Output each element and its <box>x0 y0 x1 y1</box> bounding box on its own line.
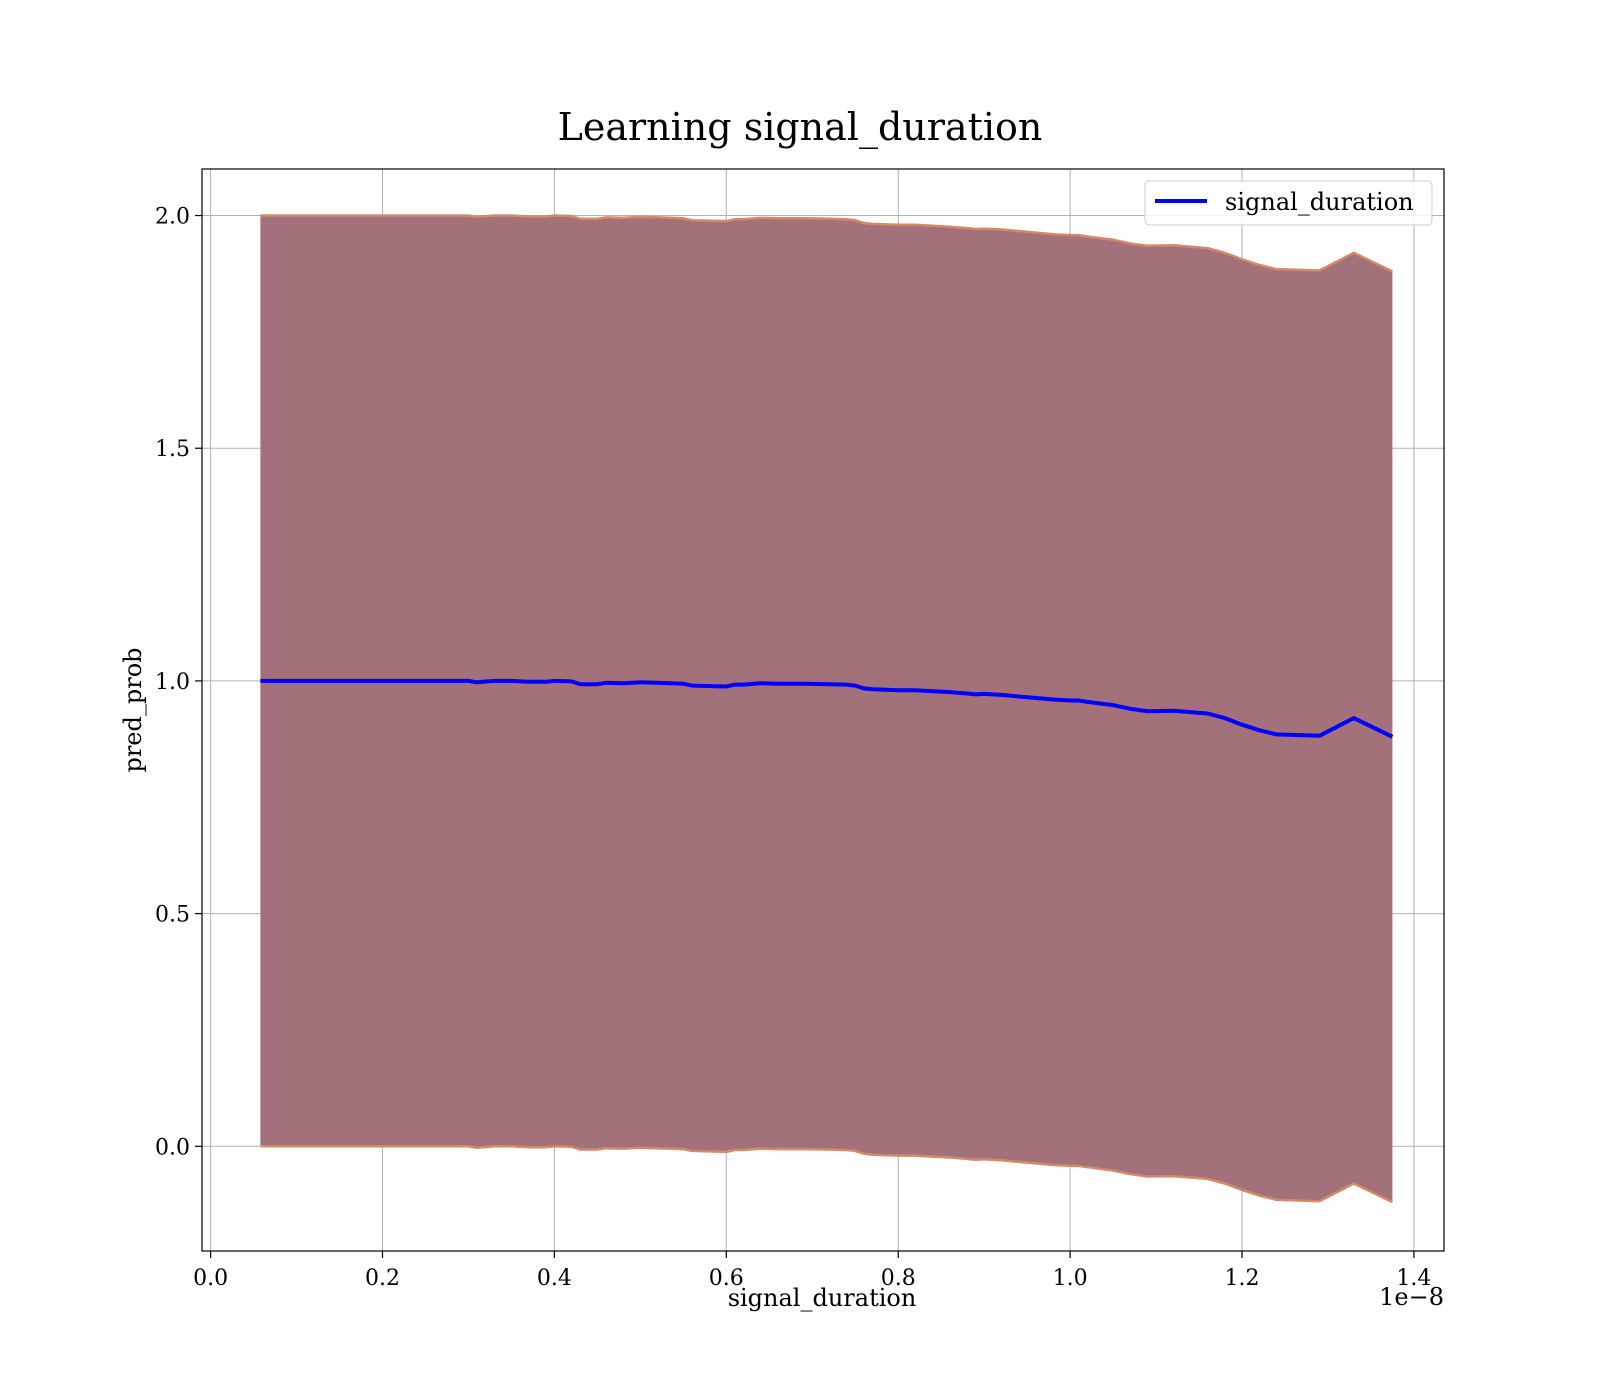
x-tick-label: 0.2 <box>365 1266 400 1291</box>
x-tick-label: 0.0 <box>193 1266 228 1291</box>
band-area <box>260 215 1393 1203</box>
y-tick-label: 0.0 <box>155 1135 190 1160</box>
x-tick-label: 0.8 <box>881 1266 916 1291</box>
series-line-signal_duration <box>260 678 1394 739</box>
y-tick-label: 2.0 <box>155 205 190 230</box>
x-tick-label: 0.4 <box>537 1266 572 1291</box>
y-tick-label: 1.0 <box>155 670 190 695</box>
y-tick-label: 0.5 <box>155 903 190 928</box>
legend-box <box>1144 180 1433 226</box>
band-upper-edge <box>260 214 1393 273</box>
legend-label: signal_duration <box>1225 188 1414 216</box>
y-tick-label: 1.5 <box>155 437 190 462</box>
x-tick-label: 1.4 <box>1396 1266 1431 1291</box>
confidence-band <box>260 214 1393 1204</box>
series-lines <box>260 678 1394 739</box>
y-axis-ticks: 0.0 0.5 1.0 1.5 2.0 <box>155 205 202 1160</box>
legend: signal_duration <box>1144 180 1433 226</box>
y-axis-label: pred_prob <box>119 647 147 772</box>
x-tick-label: 1.0 <box>1053 1266 1088 1291</box>
chart-title: Learning signal_duration <box>558 105 1043 150</box>
x-tick-label: 0.6 <box>709 1266 744 1291</box>
x-axis-offset-label: 1e−8 <box>1379 1283 1444 1311</box>
band-lower-edge <box>260 1145 1393 1204</box>
x-axis-label: signal_duration <box>728 1284 917 1312</box>
x-tick-label: 1.2 <box>1225 1266 1260 1291</box>
plot-frame <box>201 168 1445 1252</box>
x-axis-ticks: 0.0 0.2 0.4 0.6 0.8 1.0 1.2 1.4 <box>193 1251 1431 1291</box>
